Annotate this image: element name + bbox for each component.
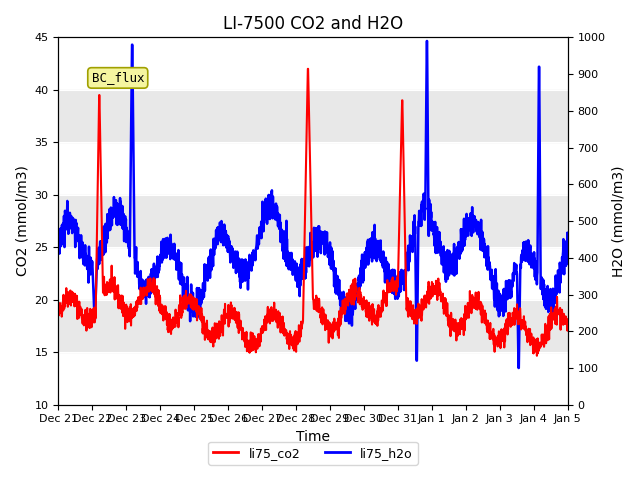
Y-axis label: CO2 (mmol/m3): CO2 (mmol/m3) (15, 166, 29, 276)
Title: LI-7500 CO2 and H2O: LI-7500 CO2 and H2O (223, 15, 403, 33)
Y-axis label: H2O (mmol/m3): H2O (mmol/m3) (611, 165, 625, 277)
Bar (58, 300, 568, 352)
Text: BC_flux: BC_flux (92, 72, 144, 84)
Bar (58, 90, 568, 142)
Bar (58, 195, 568, 247)
X-axis label: Time: Time (296, 430, 330, 444)
Legend: li75_co2, li75_h2o: li75_co2, li75_h2o (209, 442, 418, 465)
